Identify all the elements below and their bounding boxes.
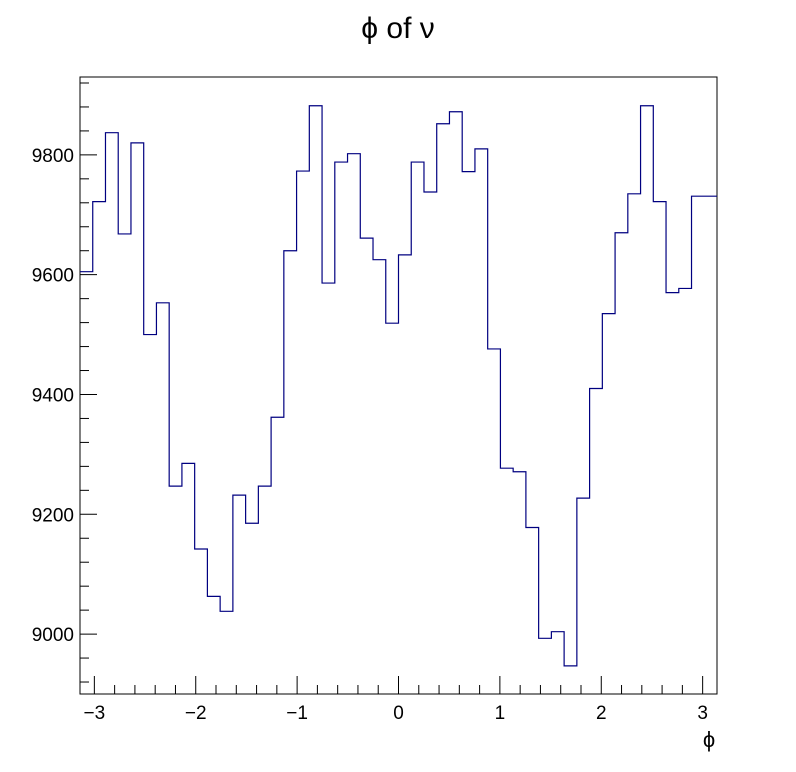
x-axis: −3 −2 −1 0 1 2 3 [84, 676, 708, 724]
histogram-bin [539, 638, 552, 694]
chart-title: ϕ of ν [361, 12, 435, 45]
histogram-bin [105, 133, 118, 694]
histogram-bin [220, 611, 233, 694]
histogram-bin [156, 303, 169, 694]
histogram-bin [207, 596, 220, 694]
x-tick-label: 3 [697, 703, 708, 724]
histogram-bin [169, 486, 182, 694]
x-tick-label: −3 [84, 703, 106, 724]
histogram-bin [182, 463, 195, 694]
histogram-bin [679, 288, 692, 694]
y-tick-label: 9800 [32, 146, 74, 167]
histogram-bin [615, 233, 628, 694]
histogram-bin [233, 495, 246, 694]
histogram-bin [513, 472, 526, 694]
histogram-bin [258, 486, 271, 694]
histogram-bin [93, 202, 106, 694]
x-tick-label: 2 [596, 703, 607, 724]
histogram-bin [373, 260, 386, 694]
histogram-bin [628, 194, 641, 694]
histogram-bin [360, 238, 373, 694]
x-tick-label: 0 [393, 703, 404, 724]
histogram-bin [602, 314, 615, 694]
histogram-bin [590, 388, 603, 694]
histogram-bin [118, 234, 131, 694]
x-tick-label: −2 [185, 703, 207, 724]
y-tick-label: 9200 [32, 505, 74, 526]
histogram-bin [488, 349, 501, 694]
histogram-bin [386, 323, 399, 694]
histogram-bin [437, 124, 450, 694]
y-tick-label: 9600 [32, 266, 74, 287]
histogram-bin [462, 172, 475, 694]
y-axis: 9000 9200 9400 9600 9800 [32, 82, 97, 683]
histogram-bin [348, 154, 361, 694]
histogram-bin [653, 202, 666, 694]
histogram-bin [704, 196, 717, 694]
histogram-bin [284, 251, 297, 694]
histogram-series-line [80, 105, 717, 667]
histogram-bin [564, 666, 577, 694]
histogram-bin [666, 293, 679, 694]
histogram-bin [271, 417, 284, 694]
y-tick-label: 9000 [32, 625, 74, 646]
histogram-bin [399, 255, 412, 694]
histogram-bin [335, 162, 348, 694]
histogram-bin [475, 149, 488, 694]
histogram-bin [246, 523, 259, 694]
histogram-bin [297, 171, 310, 694]
x-tick-label: −1 [286, 703, 308, 724]
y-tick-label: 9400 [32, 385, 74, 406]
x-tick-label: 1 [495, 703, 506, 724]
histogram-bin [692, 196, 705, 694]
histogram-bin [80, 272, 93, 694]
histogram-bin [195, 549, 208, 694]
histogram-bins [80, 106, 717, 694]
histogram-bin [500, 468, 513, 694]
histogram-bin [309, 106, 322, 694]
histogram-bin [411, 162, 424, 694]
histogram-bin [526, 527, 539, 694]
histogram-bin [424, 192, 437, 694]
histogram-bin [577, 498, 590, 694]
histogram-bin [322, 283, 335, 694]
histogram-bin [449, 112, 462, 694]
x-axis-title: ϕ [703, 727, 715, 752]
histogram-bin [144, 335, 157, 694]
histogram-bin [641, 106, 654, 694]
histogram-bin [551, 632, 564, 694]
histogram-bin [131, 143, 144, 694]
